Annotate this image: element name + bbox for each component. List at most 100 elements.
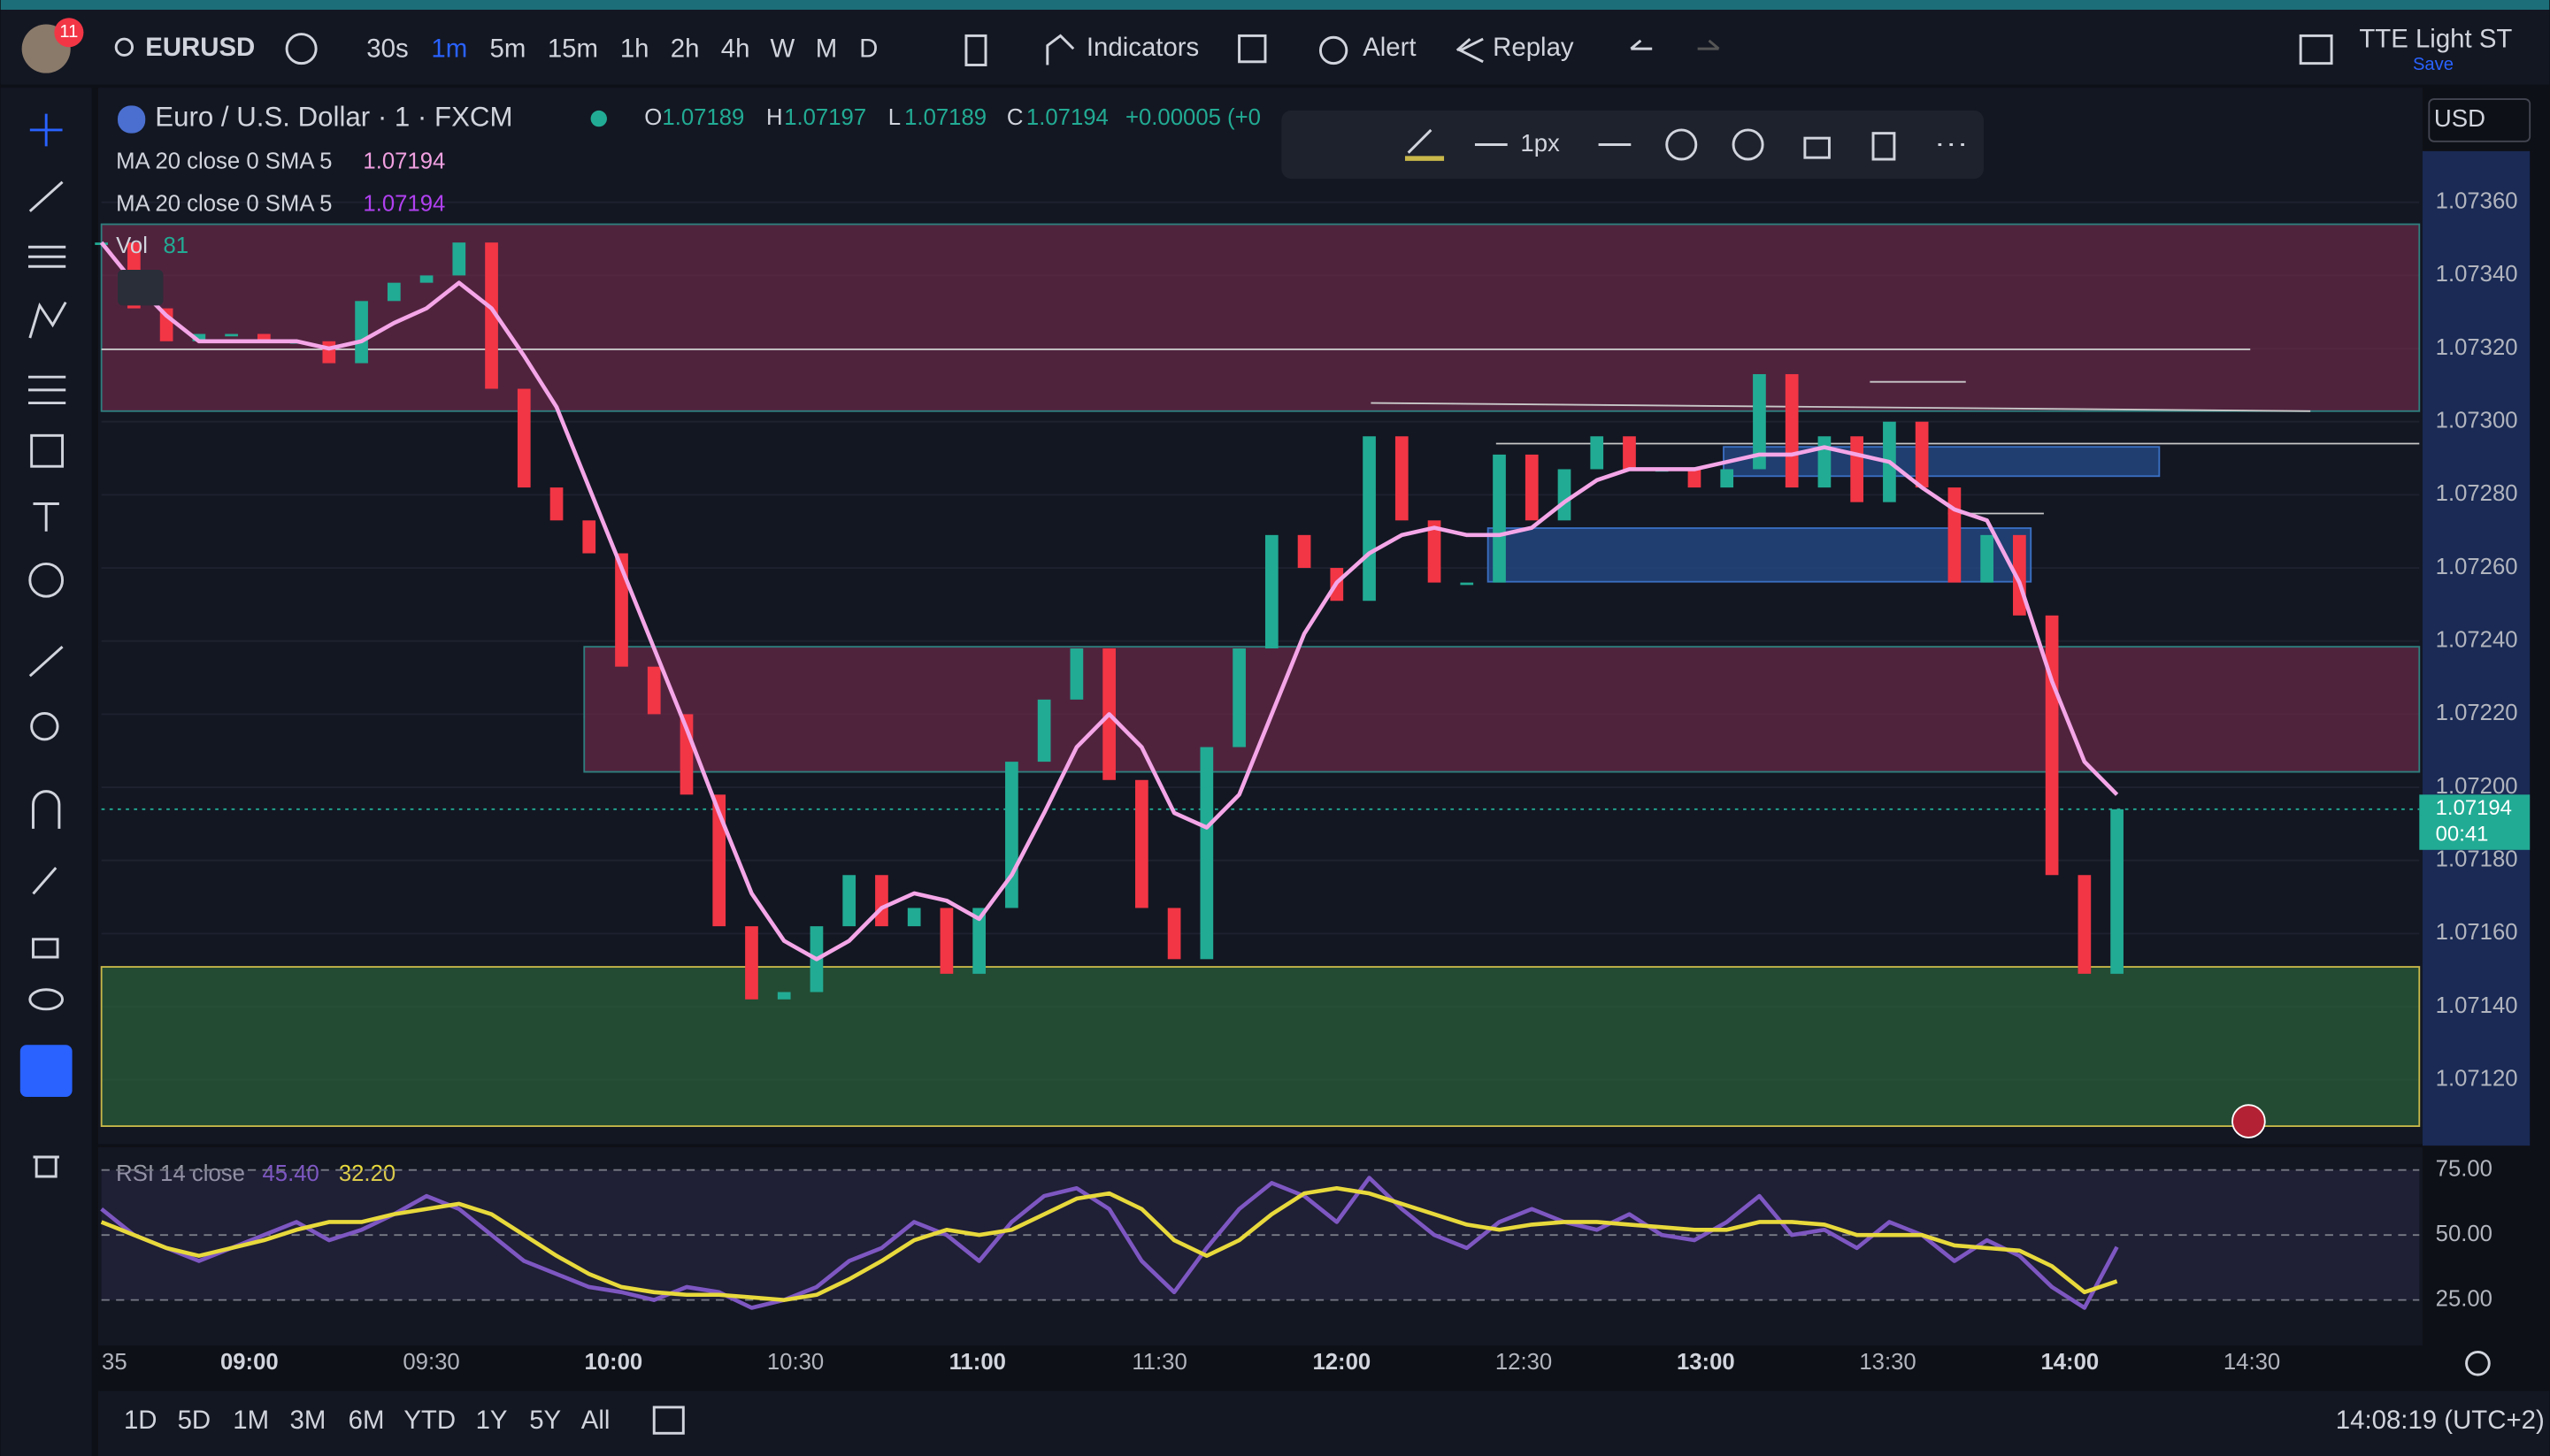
candle [907,908,921,927]
bottom-bar [97,1391,2550,1456]
symbol[interactable]: EURUSD [145,33,255,62]
interval-button[interactable]: 15m [548,34,598,64]
countdown: 00:41 [2436,823,2489,847]
time-tick-label: 09:00 [220,1350,279,1375]
lock-icon[interactable] [1803,136,1831,159]
date-range-icon[interactable] [652,1406,685,1435]
demand-zone [100,966,2421,1127]
candle [1233,648,1246,747]
interval-button[interactable]: 1h [620,34,649,64]
rsi-ma-line [100,1185,2118,1302]
candle [875,875,888,927]
time-tick-label: 14:30 [2224,1350,2280,1375]
range-button[interactable]: 1M [233,1406,269,1435]
candle [712,794,726,927]
candle [2110,808,2124,974]
high-label: H [766,105,783,130]
notification-count: 11 [59,22,78,42]
range-button[interactable]: YTD [403,1406,456,1435]
horizontal-lines [101,349,2420,515]
candle [2045,615,2059,876]
time-tick-label: 09:30 [403,1350,459,1375]
chart-type-icon[interactable] [964,34,987,66]
delete-icon[interactable] [1871,132,1896,161]
save-label[interactable]: Save [2413,55,2454,74]
volume-value: 81 [163,234,188,258]
settings-icon[interactable] [1665,128,1698,161]
candle [549,487,564,521]
rsi-ma-value: 32.20 [339,1161,396,1186]
candle [972,908,987,974]
alert-add-icon[interactable] [1732,128,1764,161]
interval-button[interactable]: D [859,34,878,64]
range-button[interactable]: 1Y [476,1406,508,1435]
interval-button[interactable]: W [771,34,795,64]
price-tick-label: 1.07200 [2436,774,2518,799]
candle [1005,762,1018,908]
axis-settings[interactable] [2465,1350,2491,1376]
undo[interactable] [1630,39,1653,50]
price-tick-label: 1.07180 [2436,847,2518,872]
pen-icon[interactable] [1407,128,1432,154]
link-tool-active[interactable] [19,1045,73,1098]
alert-button[interactable]: Alert [1363,33,1416,62]
time-tick-label: 11:30 [1132,1350,1187,1375]
notification-badge [54,18,84,48]
interval-button[interactable]: 2h [671,34,700,64]
candle [1753,373,1766,470]
add-symbol[interactable] [285,33,318,65]
redo[interactable] [1697,39,1720,50]
blue-zone-lower [1486,527,2032,583]
range-button[interactable]: 3M [290,1406,326,1435]
ma-name: MA 20 close 0 SMA 5 [116,149,332,174]
left-toolbar [0,88,92,1456]
change-value: +0.00005 (+0 [1125,105,1261,130]
candle [1200,747,1214,960]
currency-box[interactable] [2428,98,2531,142]
drawing-tools [27,113,67,1178]
price-tick-label: 1.07340 [2436,262,2518,287]
interval-button[interactable]: 5m [490,34,526,64]
templates-icon[interactable] [1238,34,1267,64]
interval-button[interactable]: 30s [366,34,408,64]
price-tick-label: 1.07320 [2436,335,2518,360]
volume-label: Vol [116,234,148,258]
close-label: C [1007,105,1024,130]
candle [1427,520,1441,583]
interval-button[interactable]: 1m [431,34,467,64]
line-width[interactable]: 1px [1520,129,1560,157]
candle [1980,534,1993,583]
indicators-button[interactable]: Indicators [1087,33,1199,62]
currency[interactable]: USD [2434,104,2485,132]
alert-icon [1318,35,1348,65]
candle [1493,454,1506,583]
range-button[interactable]: 5D [178,1406,211,1435]
clock: 14:08:19 (UTC+2) [2336,1406,2545,1435]
time-tick-label: 14:00 [2040,1350,2099,1375]
candle [1817,436,1832,488]
candle [419,275,434,283]
time-tick-label: 13:00 [1677,1350,1735,1375]
layout-name[interactable]: TTE Light ST [2359,25,2512,54]
us-event-flag[interactable] [2231,1104,2266,1138]
range-button[interactable]: 5Y [529,1406,561,1435]
collapse-legend[interactable] [118,269,164,306]
interval-button[interactable]: M [816,34,837,64]
supply-zone [583,646,2421,773]
range-button[interactable]: 6M [349,1406,385,1435]
time-tick-label: 35 [102,1350,127,1375]
range-button[interactable]: All [581,1406,611,1435]
range-button[interactable]: 1D [124,1406,157,1435]
rsi-pane [97,1146,2423,1346]
resistance-zone [100,223,2421,412]
time-tick-label: 12:00 [1312,1350,1371,1375]
rsi-tick-label: 50.00 [2436,1222,2492,1246]
top-bar [0,10,2550,85]
layout-icon[interactable] [2299,34,2333,65]
replay-button[interactable]: Replay [1493,33,1574,62]
top-strip [0,0,2550,11]
interval-button[interactable]: 4h [721,34,750,64]
time-tick-label: 10:30 [767,1350,824,1375]
color-swatch[interactable] [1404,156,1445,161]
